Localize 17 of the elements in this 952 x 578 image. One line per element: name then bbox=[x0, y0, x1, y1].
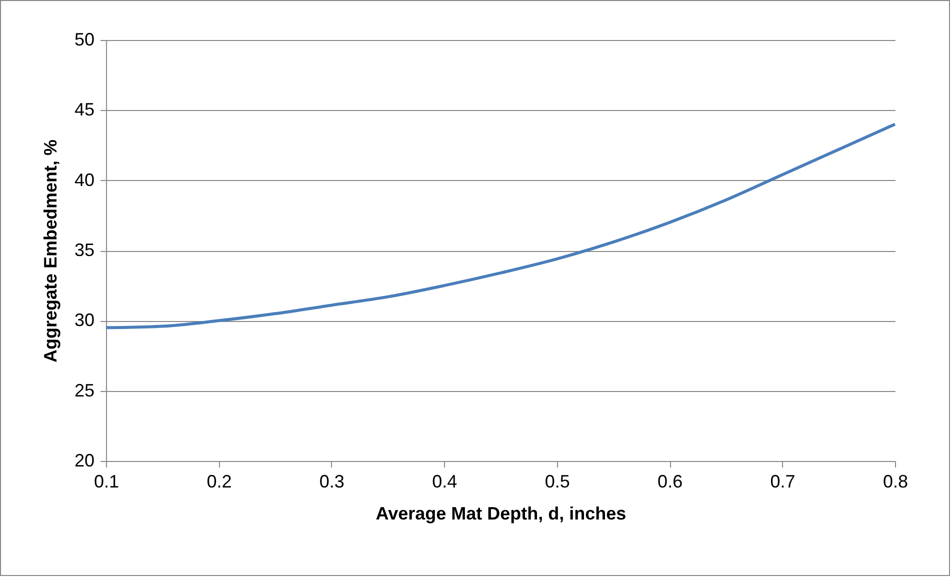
x-tick-label: 0.6 bbox=[658, 472, 683, 492]
y-tick-label: 25 bbox=[74, 380, 94, 400]
x-tick-label: 0.1 bbox=[94, 472, 120, 492]
x-tick-label: 0.8 bbox=[882, 472, 908, 492]
x-tick-label: 0.2 bbox=[206, 472, 232, 492]
y-tick-label: 40 bbox=[74, 170, 94, 190]
x-tick-label: 0.4 bbox=[432, 472, 458, 492]
y-tick-label: 20 bbox=[74, 450, 94, 470]
x-tick-label: 0.5 bbox=[544, 472, 570, 492]
x-tick-label: 0.3 bbox=[319, 472, 344, 492]
y-tick-label: 50 bbox=[74, 30, 94, 50]
y-axis-title: Aggregate Embedment, % bbox=[40, 139, 60, 363]
x-tick-label: 0.7 bbox=[770, 472, 796, 492]
y-tick-label: 30 bbox=[74, 310, 94, 330]
y-tick-label: 45 bbox=[74, 100, 94, 120]
x-axis-title: Average Mat Depth, d, inches bbox=[376, 504, 626, 524]
y-tick-label: 35 bbox=[74, 240, 94, 260]
